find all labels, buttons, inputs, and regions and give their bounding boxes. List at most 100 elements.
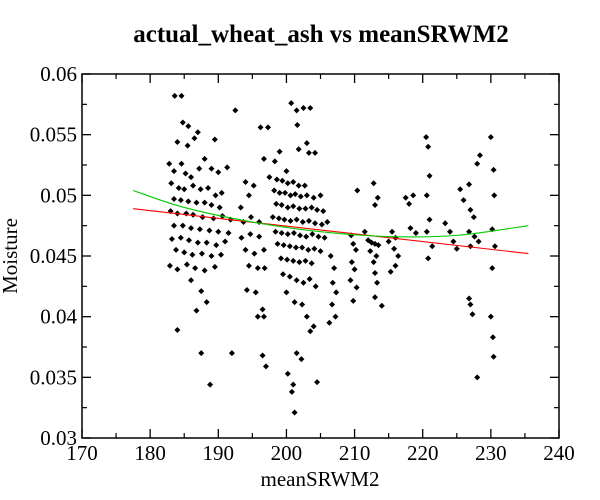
data-point [466, 181, 473, 188]
data-point [410, 192, 417, 199]
data-point [307, 104, 314, 111]
data-point [331, 265, 338, 272]
data-point [317, 248, 324, 255]
data-point [273, 176, 280, 183]
data-point [178, 160, 185, 167]
data-point [184, 142, 191, 149]
data-point [442, 220, 449, 227]
data-point [348, 259, 355, 266]
data-point [185, 198, 192, 205]
data-point [293, 350, 300, 357]
data-point [218, 251, 225, 258]
data-point [303, 313, 310, 320]
data-point [212, 192, 219, 199]
data-point [303, 192, 310, 199]
data-point [373, 253, 380, 259]
data-point [183, 261, 190, 268]
data-point [213, 242, 220, 249]
data-point [450, 238, 457, 245]
data-point [475, 238, 482, 245]
data-point [215, 169, 222, 176]
data-point [301, 182, 308, 189]
data-point [293, 277, 300, 284]
data-point [324, 219, 331, 226]
data-point [474, 374, 481, 381]
data-point [476, 152, 483, 159]
data-point [272, 228, 279, 235]
data-point [179, 119, 186, 126]
data-point [446, 228, 453, 235]
data-point [375, 242, 382, 249]
data-point [372, 294, 379, 301]
data-point [266, 174, 273, 181]
x-tick-label: 180 [134, 441, 166, 465]
data-point [261, 265, 268, 272]
data-point [329, 301, 336, 308]
y-axis-label: Moisture [0, 218, 22, 294]
data-point [274, 240, 281, 247]
data-point [203, 239, 210, 246]
data-point [298, 356, 305, 363]
data-point [370, 180, 377, 187]
data-point [170, 195, 177, 202]
data-point [242, 178, 249, 185]
data-point [237, 204, 244, 211]
data-point [277, 255, 284, 262]
data-point [453, 245, 460, 252]
data-point [283, 289, 290, 296]
data-point [351, 266, 358, 273]
data-point [489, 334, 496, 341]
plot-frame [81, 73, 560, 439]
data-point [242, 246, 249, 253]
data-point [311, 245, 318, 252]
data-point [314, 206, 321, 213]
data-point [238, 234, 245, 241]
data-point [425, 255, 432, 262]
data-point [211, 263, 218, 270]
data-point [177, 197, 184, 204]
data-point [174, 266, 181, 273]
chart-title: actual_wheat_ash vs meanSRWM2 [133, 21, 509, 48]
data-point [288, 388, 295, 395]
data-point [353, 284, 360, 291]
data-point [407, 225, 414, 232]
data-point [315, 233, 322, 240]
x-tick-label: 190 [203, 441, 235, 465]
data-point [474, 160, 481, 167]
data-point [297, 193, 304, 200]
data-point [247, 231, 254, 238]
data-point [190, 211, 197, 218]
data-point [288, 100, 295, 107]
data-point [254, 265, 261, 272]
data-point [243, 286, 250, 293]
data-point [199, 214, 206, 221]
data-point [299, 244, 306, 251]
data-point [203, 299, 210, 306]
axis-ticks [81, 73, 560, 439]
data-point [491, 243, 498, 250]
data-point [194, 239, 201, 246]
data-point [196, 165, 203, 172]
data-point [215, 228, 222, 235]
data-point [305, 217, 312, 224]
data-point [259, 352, 266, 359]
y-tick-label: 0.06 [40, 62, 77, 86]
data-point [402, 194, 409, 201]
data-point [300, 104, 307, 111]
x-tick-label: 220 [407, 441, 439, 465]
data-point [179, 222, 186, 229]
data-point [470, 214, 477, 221]
data-point [489, 265, 496, 272]
data-point [412, 229, 419, 236]
data-point [426, 216, 433, 223]
data-point [302, 205, 309, 212]
data-point [491, 192, 498, 199]
data-point [321, 234, 328, 241]
data-point [269, 214, 276, 221]
data-point [193, 307, 200, 314]
x-tick-label: 210 [339, 441, 371, 465]
data-point [201, 267, 208, 274]
data-point [287, 217, 294, 224]
data-point [467, 243, 474, 250]
smooth-fit-curve [132, 189, 529, 238]
